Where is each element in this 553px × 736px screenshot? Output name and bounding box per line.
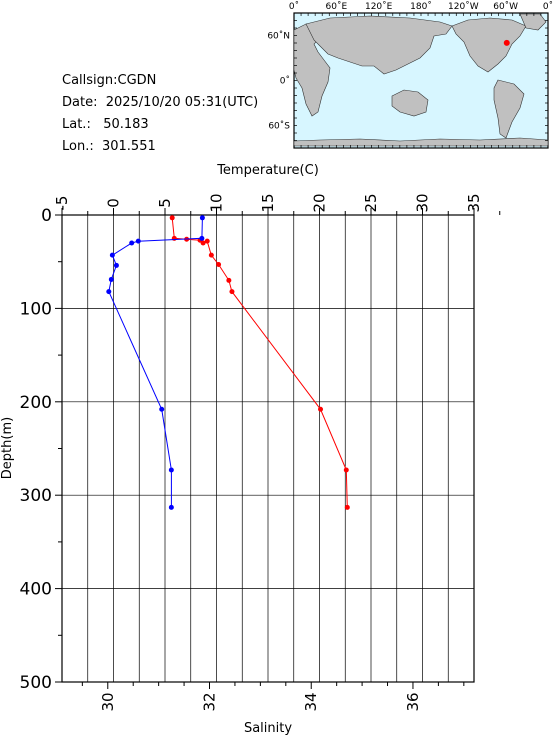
- salinity-point: [106, 289, 112, 295]
- latitude-text: Lat.: 50.183: [62, 117, 149, 132]
- location-map: 0˚ 60˚E 120˚E 180˚ 120˚W 60˚W 0˚ 60˚N 0˚ 60˚S: [267, 1, 553, 149]
- callsign-text: Callsign:CGDN: [62, 73, 157, 88]
- salinity-point: [109, 252, 115, 258]
- temperature-axis: -5 0 5 10 15 20 25 30 35: [53, 193, 501, 215]
- temperature-tick-label: 10: [208, 193, 226, 212]
- series-layer: [106, 215, 350, 510]
- map-land-asia: [305, 15, 453, 75]
- map-longitude-ticks: 0˚ 60˚E 120˚E 180˚ 120˚W 60˚W 0˚: [289, 1, 553, 148]
- temperature-tick-label: 15: [259, 193, 277, 212]
- temperature-tick-label: 30: [414, 193, 432, 212]
- temperature-point: [343, 467, 349, 473]
- map-latitude-label: 60˚N: [267, 31, 290, 42]
- map-land-antarctica: [293, 137, 549, 147]
- salinity-tick-label: 34: [302, 692, 320, 711]
- temperature-point: [204, 238, 210, 244]
- map-latitude-label: 60˚S: [268, 121, 290, 132]
- map-longitude-label: 60˚W: [493, 1, 518, 12]
- salinity-point: [113, 262, 119, 268]
- temperature-axis-label: Temperature(C): [216, 163, 319, 178]
- temperature-tick-label: 0: [105, 198, 123, 208]
- depth-tick-label: 200: [20, 393, 52, 413]
- temperature-tick-label: 5: [156, 198, 174, 208]
- depth-tick-label: 400: [20, 580, 52, 600]
- map-land: [293, 13, 549, 147]
- temperature-line: [171, 217, 348, 508]
- salinity-tick-label: 30: [99, 692, 117, 711]
- plot-grid: [62, 215, 474, 682]
- salinity-line: [108, 217, 203, 508]
- temperature-point: [216, 262, 222, 268]
- station-marker: [503, 39, 510, 46]
- salinity-axis-label: Salinity: [244, 721, 292, 736]
- date-text: Date: 2025/10/20 05:31(UTC): [62, 95, 259, 110]
- depth-axis-label: Depth(m): [0, 417, 15, 479]
- map-land-north-america: [451, 17, 527, 73]
- map-longitude-label: 120˚W: [448, 1, 479, 12]
- map-latitude-label: 0˚: [280, 76, 290, 87]
- map-longitude-label: 180˚: [410, 1, 432, 12]
- map-longitude-label: 60˚E: [326, 1, 348, 12]
- salinity-point: [129, 240, 135, 246]
- temperature-point: [344, 504, 350, 510]
- salinity-point: [159, 406, 165, 412]
- temperature-point: [208, 252, 214, 258]
- map-land-south-america: [493, 79, 525, 139]
- salinity-axis: 30 32 34 36: [81, 682, 465, 712]
- depth-tick-label: 100: [20, 299, 52, 319]
- depth-axis: 0 100 200 300 400 500: [20, 206, 62, 693]
- longitude-text: Lon.: 301.551: [62, 139, 156, 154]
- temperature-point: [169, 215, 175, 221]
- map-latitude-ticks: 60˚N 0˚ 60˚S: [267, 12, 548, 149]
- map-land-greenland: [519, 13, 547, 31]
- temperature-point: [200, 240, 206, 246]
- temperature-point: [229, 289, 235, 295]
- depth-tick-label: 300: [20, 486, 52, 506]
- temperature-tick-label: 20: [311, 193, 329, 212]
- temperature-tick-label: 25: [362, 193, 380, 212]
- depth-tick-label: 0: [41, 206, 52, 226]
- map-longitude-label: 120˚E: [365, 1, 393, 12]
- salinity-tick-label: 36: [404, 692, 422, 711]
- temperature-point: [226, 277, 232, 283]
- salinity-point: [135, 238, 141, 244]
- salinity-point: [199, 235, 205, 241]
- salinity-point: [168, 467, 174, 473]
- map-land-australia: [391, 89, 429, 117]
- salinity-point: [168, 504, 174, 510]
- salinity-point: [199, 215, 205, 221]
- salinity-tick-label: 32: [201, 692, 219, 711]
- depth-tick-label: 500: [20, 673, 52, 693]
- salinity-point: [108, 276, 114, 282]
- temperature-tick-label: -5: [53, 196, 71, 211]
- map-longitude-label: 0˚: [289, 1, 299, 12]
- temperature-tick-label: 35: [465, 193, 483, 212]
- temperature-point: [318, 406, 324, 412]
- map-longitude-label: 0˚: [543, 1, 553, 12]
